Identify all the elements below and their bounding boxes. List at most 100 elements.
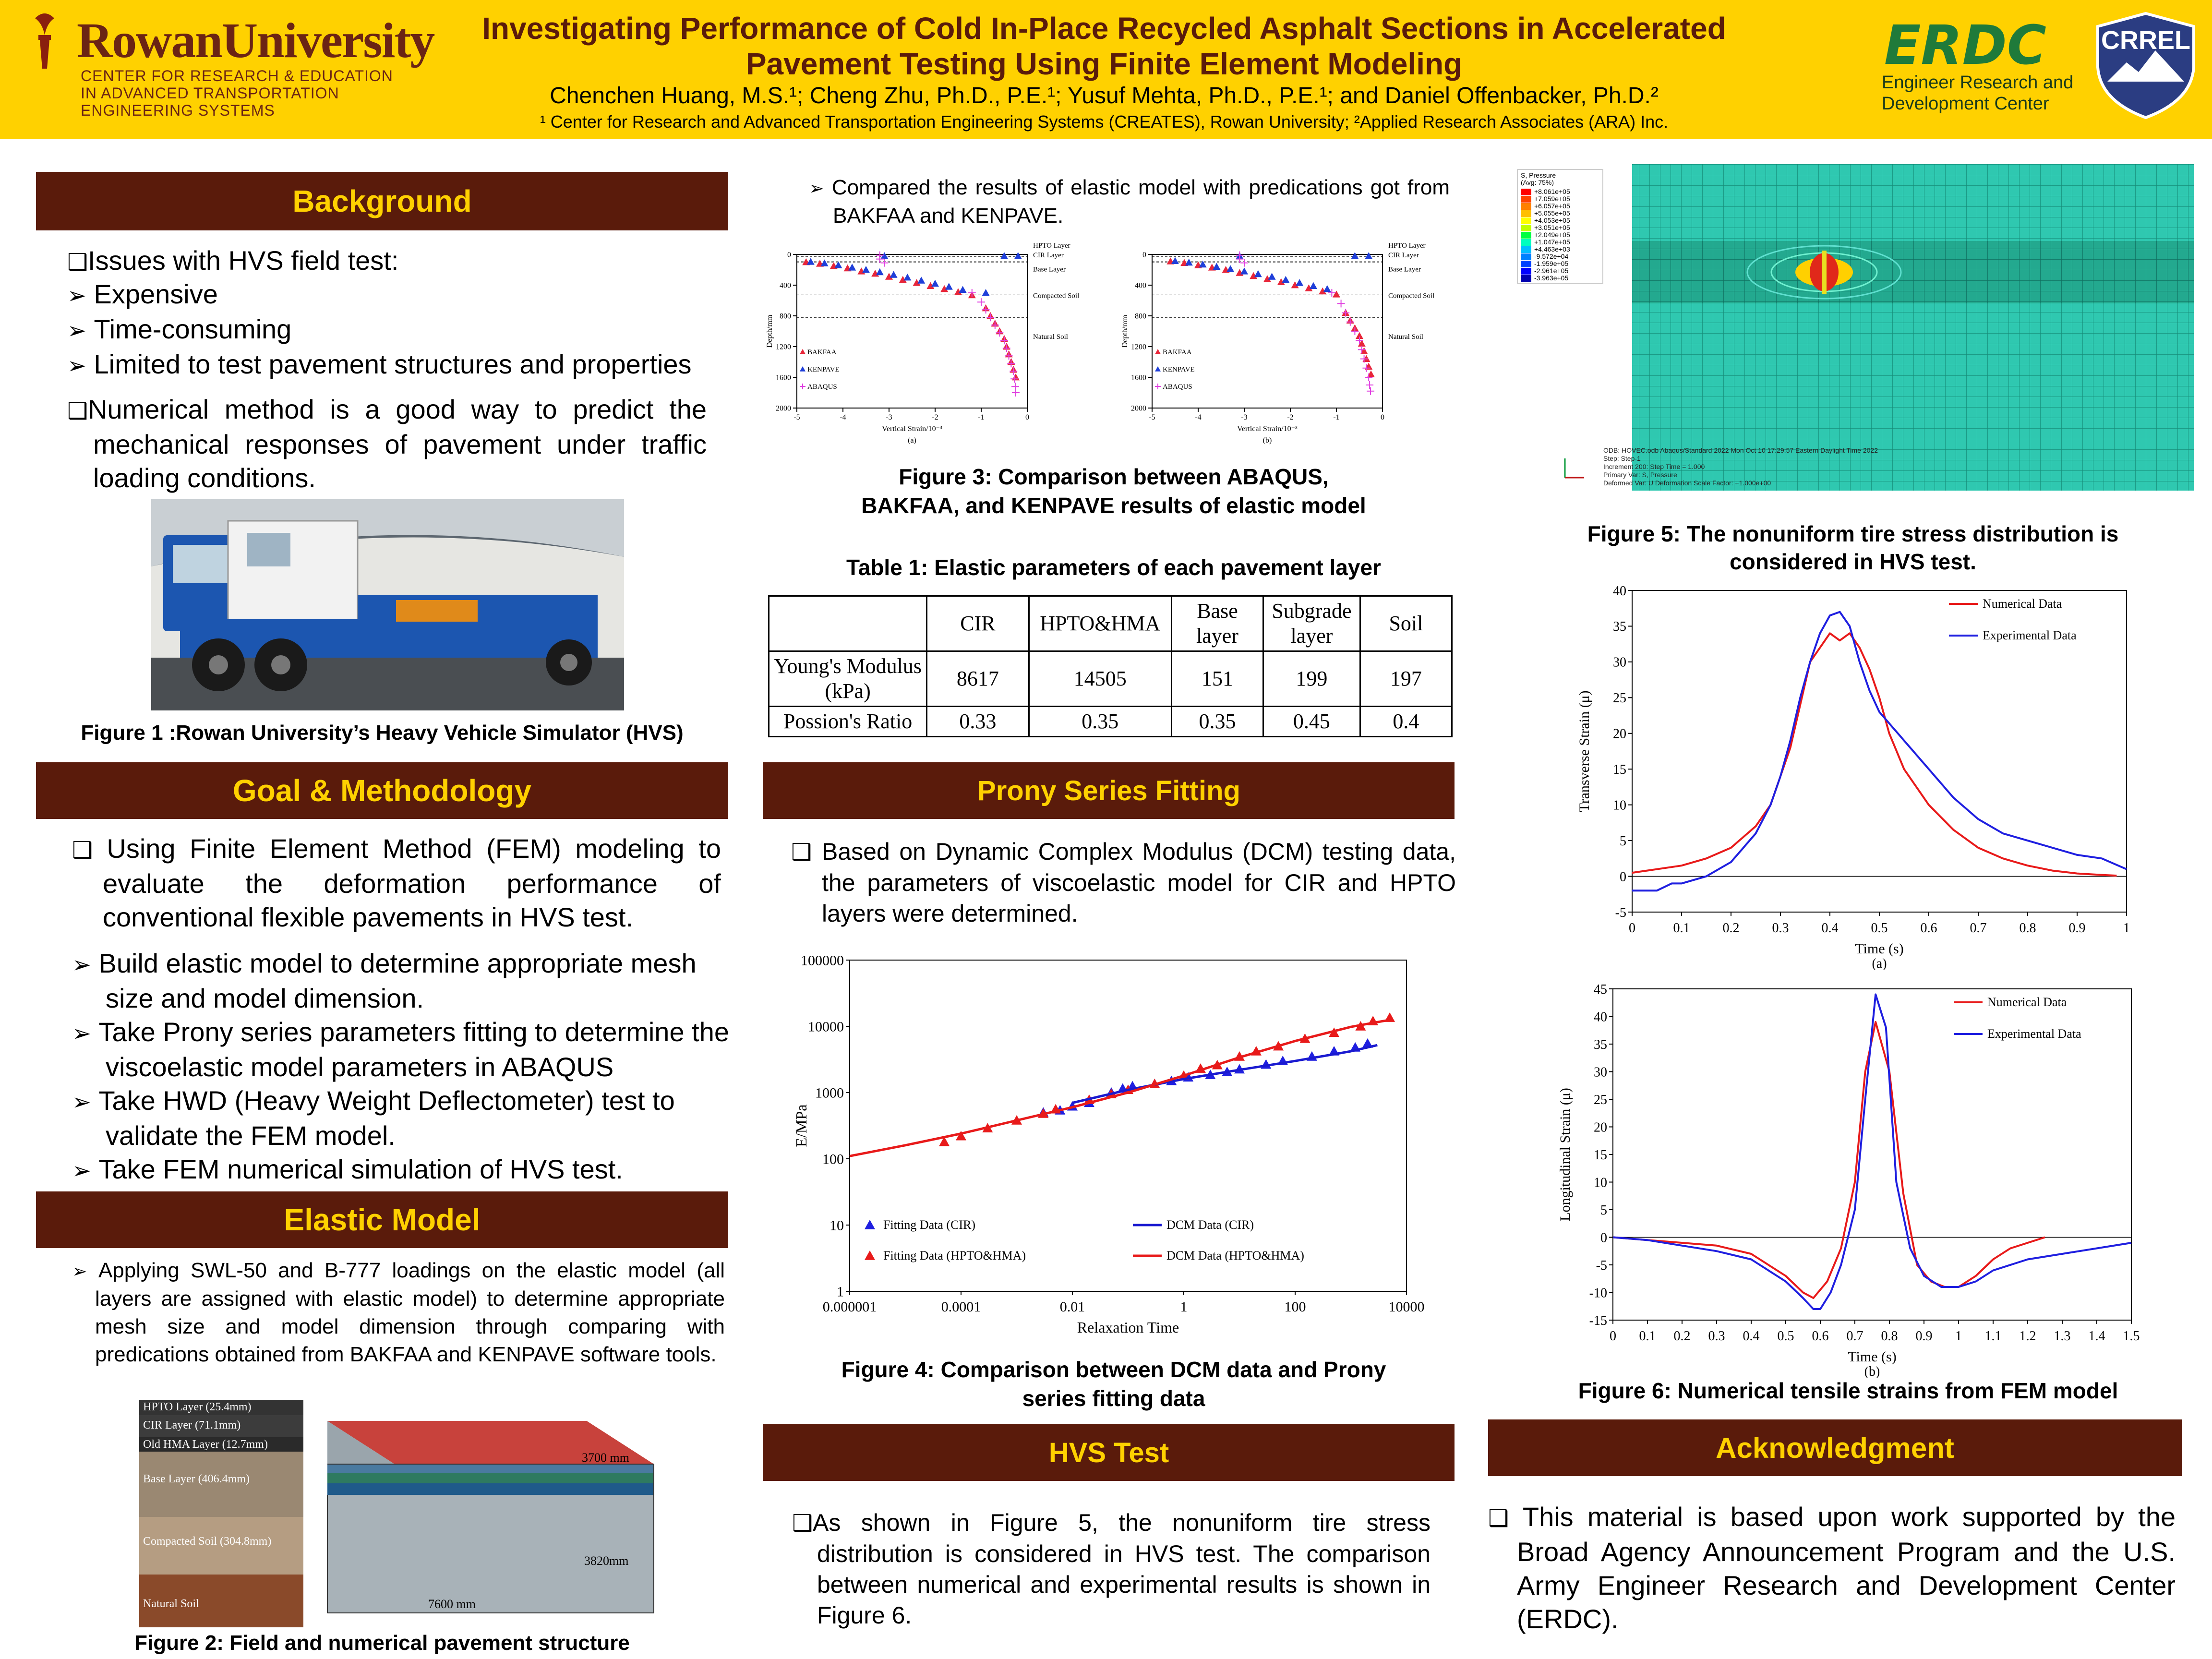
x-tick-label: 1.3 xyxy=(2054,1329,2071,1344)
arrow-bullet-icon: ➢ xyxy=(72,1020,99,1047)
layer-label: CIR Layer xyxy=(1033,252,1064,259)
issue-text: Time-consuming xyxy=(94,314,292,344)
data-point xyxy=(1362,364,1370,372)
y-tick-label: 35 xyxy=(1613,619,1626,634)
legend-swatch xyxy=(1521,210,1531,217)
y-tick-label: 2000 xyxy=(1131,405,1146,413)
legend-row: -9.572e+04 xyxy=(1518,253,1602,260)
layer-old-hma: Old HMA Layer (12.7mm) xyxy=(139,1437,303,1452)
section-goal-heading: Goal & Methodology xyxy=(36,762,728,819)
y-tick-label: 400 xyxy=(1135,282,1146,290)
y-tick-label: 10 xyxy=(830,1218,844,1234)
table-header-row: CIR HPTO&HMA Base layer Subgrade layer S… xyxy=(768,595,1453,652)
numerical-note-text: Numerical method is a good way to predic… xyxy=(88,394,707,493)
x-tick-label: 0.6 xyxy=(1921,921,1937,936)
affiliation: ¹ Center for Research and Advanced Trans… xyxy=(540,112,1669,132)
legend-marker xyxy=(1155,384,1161,389)
fig4-caption: Figure 4: Comparison between DCM data an… xyxy=(763,1355,1464,1413)
x-axis-label: Vertical Strain/10⁻³ xyxy=(1237,425,1298,433)
x-tick-label: -2 xyxy=(1287,413,1293,421)
title-line: Investigating Performance of Cold In-Pla… xyxy=(482,11,1726,46)
legend-label: DCM Data (HPTO&HMA) xyxy=(1166,1249,1304,1262)
fig5-caption-line: considered in HVS test. xyxy=(1730,549,1976,574)
table-row: Possion's Ratio 0.33 0.35 0.35 0.45 0.4 xyxy=(768,706,1453,737)
x-tick-label: 0.9 xyxy=(2069,921,2086,936)
y-axis-label: Depth/mm xyxy=(1121,314,1129,348)
y-tick-label: -5 xyxy=(1615,905,1626,920)
y-axis-label: E/MPa xyxy=(793,1105,810,1147)
checkbox-icon: ❑ xyxy=(791,839,822,866)
data-point xyxy=(1005,352,1013,360)
legend-label: Experimental Data xyxy=(1983,628,2077,642)
legend-row: +6.057e+05 xyxy=(1518,203,1602,210)
x-tick-label: -4 xyxy=(840,413,846,421)
data-point xyxy=(917,276,926,284)
legend-swatch xyxy=(1521,275,1531,282)
y-tick-label: 45 xyxy=(1594,982,1607,997)
data-point xyxy=(986,313,995,322)
hvs-text-body: As shown in Figure 5, the nonuniform tir… xyxy=(813,1509,1431,1629)
hvs-text: ❑As shown in Figure 5, the nonuniform ti… xyxy=(792,1507,1431,1631)
layer-label: HPTO Layer xyxy=(1033,242,1070,250)
section-hvs-heading: HVS Test xyxy=(763,1424,1455,1481)
data-point xyxy=(834,261,842,268)
y-tick-label: 0 xyxy=(1620,869,1626,884)
x-tick-label: -4 xyxy=(1195,413,1201,421)
plot-area: -5 -4 -3 -2 -1 0 0 400 800 1200 1600 2000 Vertical S… xyxy=(1121,242,1434,445)
elastic-parameters-table: CIR HPTO&HMA Base layer Subgrade layer S… xyxy=(768,595,1453,737)
data-point xyxy=(1240,267,1248,275)
table-row: Young's Modulus (kPa) 8617 14505 151 199… xyxy=(768,650,1453,707)
data-point xyxy=(968,289,976,297)
issues-title-text: Issues with HVS field test: xyxy=(88,245,399,276)
fig3-caption: Figure 3: Comparison between ABAQUS, BAK… xyxy=(763,462,1464,520)
table-cell: 0.33 xyxy=(926,706,1030,737)
data-point xyxy=(913,279,921,286)
y-tick-label: 15 xyxy=(1594,1148,1607,1163)
legend-label: Numerical Data xyxy=(1987,995,2067,1009)
data-point xyxy=(890,271,898,278)
layer-cir: CIR Layer (71.1mm) xyxy=(139,1415,303,1437)
goal-main: ❑ Using Finite Element Method (FEM) mode… xyxy=(72,832,721,934)
section-elastic-heading: Elastic Model xyxy=(36,1191,728,1248)
x-tick-label: -1 xyxy=(1333,413,1339,421)
data-point xyxy=(1213,263,1221,270)
legend-marker xyxy=(800,366,805,372)
table-row-label: Possion's Ratio xyxy=(768,706,928,737)
legend-row: -3.963e+05 xyxy=(1518,275,1602,282)
y-axis-label: Depth/mm xyxy=(766,314,774,348)
issues-title: ❑Issues with HVS field test: xyxy=(67,244,739,279)
ack-text-body: This material is based upon work support… xyxy=(1517,1502,2176,1634)
y-tick-label: 40 xyxy=(1594,1010,1607,1024)
issues-list: ➢ Expensive ➢ Time-consuming ➢ Limited t… xyxy=(67,277,749,383)
legend-marker xyxy=(865,1220,875,1229)
x-tick-label: 0.3 xyxy=(1708,1329,1725,1344)
goal-step: ➢ Take FEM numerical simulation of HVS t… xyxy=(72,1153,734,1188)
prony-text: ❑ Based on Dynamic Complex Modulus (DCM)… xyxy=(791,836,1456,929)
legend-swatch xyxy=(1521,224,1531,231)
data-point xyxy=(996,329,1004,337)
legend-row: +4.053e+05 xyxy=(1518,217,1602,224)
legend-value: -1.959e+05 xyxy=(1534,260,1569,267)
arrow-bullet-icon: ➢ xyxy=(809,178,832,199)
data-point xyxy=(1358,339,1366,347)
data-point xyxy=(1305,284,1313,291)
data-point xyxy=(1360,355,1368,363)
data-point xyxy=(1199,260,1207,268)
table-cell: 0.45 xyxy=(1262,706,1361,737)
data-point xyxy=(977,298,985,306)
x-tick-label: 0.4 xyxy=(1822,921,1839,936)
goal-main-text: Using Finite Element Method (FEM) modeli… xyxy=(103,833,721,932)
plot-area: 0 0.1 0.2 0.3 0.4 0.5 0.6 0.7 0.8 0.9 1 1.1 1.2 1.3 1.… xyxy=(1557,982,2140,1378)
fig5-footer: ODB: HOVEC.odb Abaqus/Standard 2022 Mon … xyxy=(1603,446,2179,487)
legend-swatch xyxy=(1521,203,1531,210)
elastic-text: ➢ Applying SWL-50 and B-777 loadings on … xyxy=(72,1257,725,1369)
table-header-cell: Subgrade layer xyxy=(1262,595,1361,652)
fig5-caption: Figure 5: The nonuniform tire stress dis… xyxy=(1512,520,2194,576)
legend-swatch xyxy=(1521,188,1531,195)
x-axis-label: Time (s) xyxy=(1855,941,1903,957)
series-line-experimental-data xyxy=(1632,611,2127,892)
legend-marker xyxy=(1155,366,1161,372)
layer-label: Compacted Soil xyxy=(1388,292,1434,300)
series-line-numerical-data xyxy=(1612,1021,2045,1299)
data-point xyxy=(1342,309,1350,317)
